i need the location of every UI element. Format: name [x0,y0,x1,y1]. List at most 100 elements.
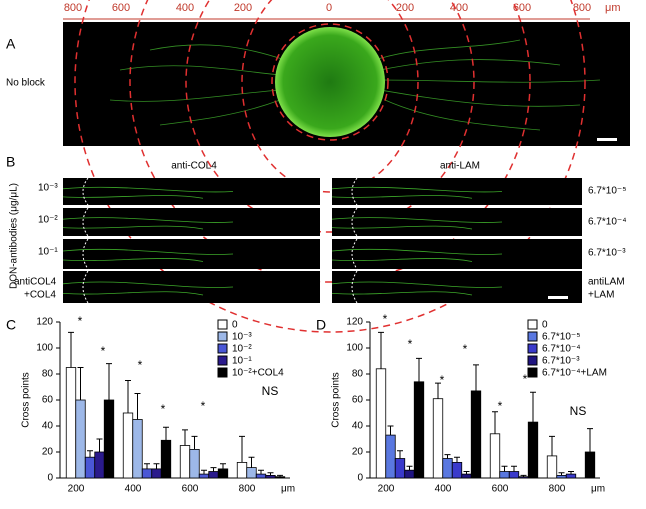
error-bar [501,465,508,472]
bar [584,451,596,479]
bar [385,434,396,479]
scale: 800 600 400 200 0 200 400 600 800 μm [64,2,621,14]
legend-swatch [217,319,228,330]
error-bar [277,474,283,477]
bar [255,473,267,479]
x-tick-label: 600 [182,484,199,495]
x-tick-label: 400 [125,484,142,495]
error-bar [87,450,93,458]
error-bar [444,454,451,459]
significance: * [201,399,206,413]
error-bar [473,364,479,391]
error-bar [134,393,141,420]
scale-label: 0 [326,2,332,14]
row-label: antiCOL4 [14,277,57,288]
bar [394,458,406,479]
bar [151,468,162,479]
legend-label: 10⁻²+COL4 [232,368,284,379]
x-tick-label: 200 [378,484,395,495]
bar [527,421,539,479]
row-label: antiLAM [588,277,625,288]
neurites [331,186,503,199]
bar [489,433,501,479]
scale-label: 600 [513,2,531,14]
significance: * [383,312,388,326]
y-tick-label: 100 [346,343,363,354]
panel-label: A [6,36,16,52]
significance: * [523,372,528,386]
y-axis-title: Cross points [331,372,342,428]
bar [432,398,444,479]
y-tick-label: 40 [352,421,364,432]
scale-unit: μm [605,2,621,14]
row-label: 6.7*10⁻⁴ [588,217,627,228]
scale-label: 600 [112,2,130,14]
error-bar [248,456,255,468]
bar [246,467,257,479]
neurites [62,281,234,296]
error-bar [239,435,245,463]
bar [565,473,577,479]
bar [141,468,153,479]
error-bar [163,426,169,441]
bar [75,399,86,479]
bar [208,471,219,479]
bar [179,445,191,479]
boundary [82,238,89,270]
panel-label: C [6,317,16,333]
scale-label: 200 [396,2,414,14]
error-bar [549,435,555,456]
error-bar [587,428,593,452]
bar [404,469,415,479]
error-bar [454,456,460,463]
error-bar [378,331,384,369]
bar [470,390,482,479]
bar [274,476,286,479]
bar [103,399,115,479]
scale-label: 800 [573,2,591,14]
bar [160,439,172,479]
y-tick-label: 60 [352,395,364,406]
legend-swatch [217,355,228,366]
legend-swatch [217,331,228,342]
scale-bar [548,296,568,299]
error-bar [416,357,422,382]
y-tick-label: 20 [42,447,54,458]
bar [84,456,96,479]
error-bar [182,429,188,446]
error-bar [125,380,131,413]
y-tick-label: 60 [42,395,54,406]
significance: * [463,342,468,356]
significance: * [498,399,503,413]
error-bar [220,463,226,469]
x-unit: μm [281,484,295,495]
legend-label: 6.7*10⁻⁴+LAM [542,368,607,379]
bar [189,448,200,479]
legend-label: 10⁻³ [232,332,252,343]
bar [546,455,558,479]
x-tick-label: 800 [549,484,566,495]
scale-label: 400 [176,2,194,14]
error-bar [106,363,112,400]
y-tick-label: 80 [352,369,364,380]
boundary [351,238,358,270]
significance: * [161,402,166,416]
legend-swatch [527,319,538,330]
legend-swatch [217,367,228,378]
y-tick-label: 80 [42,369,54,380]
bar [122,412,134,479]
y-tick-label: 40 [42,421,54,432]
legend-swatch [217,343,228,354]
bar [375,368,387,479]
legend-swatch [527,331,538,342]
error-bar [568,471,574,475]
legend-swatch [527,367,538,378]
bar [413,381,425,479]
boundary [351,270,358,304]
error-bar [492,411,498,434]
y-tick-label: 120 [36,317,53,328]
neurites [331,248,503,262]
neurites [109,39,601,131]
legend-label: 0 [542,320,548,331]
y-tick-label: 120 [346,317,363,328]
